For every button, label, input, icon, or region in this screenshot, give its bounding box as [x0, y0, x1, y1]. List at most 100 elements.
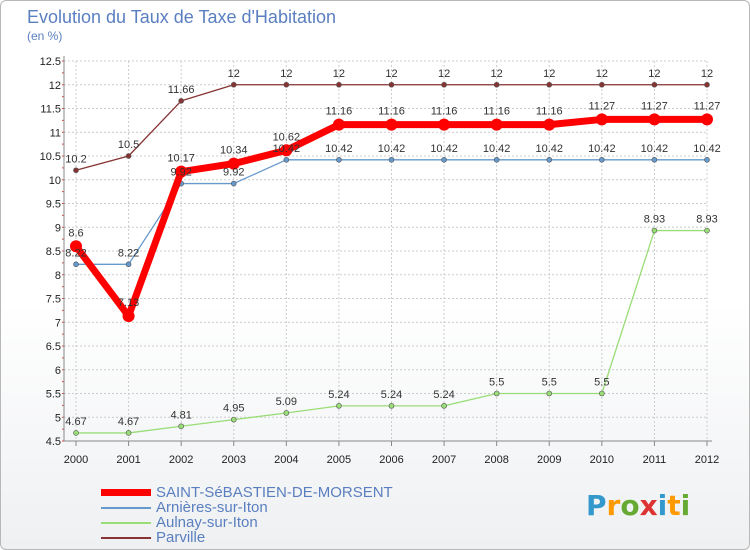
legend-swatch-parville	[101, 537, 151, 539]
data-label: 5.09	[276, 396, 297, 408]
data-point	[385, 118, 398, 131]
data-labels: 10.2 10.5 11.66 12 12 12 12 12 12 12 12 12 12 8.22 8.2…	[65, 68, 720, 428]
data-label: 8.93	[644, 214, 665, 226]
data-point	[332, 118, 345, 131]
data-label: 10.34	[220, 145, 248, 157]
legend-label: Aulnay-sur-Iton	[156, 514, 258, 531]
series-3	[70, 113, 713, 323]
data-point	[283, 81, 290, 88]
data-point	[283, 410, 290, 416]
data-label: 4.67	[118, 416, 139, 428]
legend-swatch-aulnay	[101, 522, 151, 524]
data-label: 11.27	[588, 100, 615, 112]
logo-letter: t	[667, 489, 681, 522]
data-label: 10.2	[65, 153, 86, 165]
logo-letter: i	[657, 489, 668, 522]
data-point	[651, 227, 658, 234]
y-tick-label: 12.5	[40, 56, 61, 68]
data-point	[648, 113, 661, 126]
data-label: 12	[385, 68, 397, 80]
data-label: 11.16	[326, 106, 353, 118]
data-label: 9.92	[170, 167, 191, 179]
logo-letter: o	[620, 489, 640, 522]
data-label: 7.13	[118, 297, 139, 309]
data-point	[227, 157, 240, 170]
data-label: 11.27	[641, 100, 668, 112]
data-point	[122, 310, 135, 323]
data-label: 12	[333, 68, 345, 80]
y-tick-label: 7	[55, 317, 61, 329]
data-label: 12	[491, 68, 503, 80]
data-label: 10.42	[378, 143, 406, 155]
data-point	[704, 227, 710, 234]
data-point	[599, 390, 605, 397]
logo-letter: r	[606, 489, 621, 522]
data-point	[73, 261, 79, 268]
data-label: 5.5	[594, 377, 609, 389]
x-tick-label: 2007	[432, 454, 456, 466]
y-tick-label: 5	[55, 412, 61, 424]
data-label: 5.5	[542, 377, 557, 389]
data-label: 8.22	[65, 247, 86, 259]
data-point	[441, 403, 447, 409]
data-label: 11.16	[483, 106, 510, 118]
data-point	[651, 157, 658, 163]
data-point	[490, 118, 503, 131]
data-point	[438, 118, 451, 131]
data-point	[441, 81, 447, 88]
x-tick-label: 2001	[116, 454, 140, 466]
data-label: 10.5	[118, 139, 139, 151]
data-label: 12	[228, 68, 240, 80]
data-point	[701, 113, 713, 126]
x-tick-label: 2005	[327, 454, 351, 466]
data-label: 5.24	[328, 389, 349, 401]
data-point	[125, 430, 132, 436]
y-tick-label: 10.5	[40, 151, 61, 163]
line-chart: 4.5 5 5.5 6 6.5 7 7.5 8 8.5 9 9.5 10 10.5 11 11.5 12 12.…	[40, 56, 721, 466]
legend-label: Arnières-sur-Iton	[156, 499, 268, 516]
y-tick-label: 6	[55, 365, 61, 377]
data-point	[178, 98, 184, 104]
data-label: 11.16	[431, 106, 458, 118]
data-point	[70, 240, 82, 253]
axes: 4.5 5 5.5 6 6.5 7 7.5 8 8.5 9 9.5 10 10.5 11 11.5 12 12.…	[40, 56, 719, 466]
x-tick-label: 2002	[169, 454, 193, 466]
grid	[64, 60, 708, 442]
series-0	[73, 81, 710, 174]
data-label: 4.95	[223, 403, 244, 415]
logo-letter: P	[586, 489, 607, 522]
data-point	[73, 430, 79, 436]
y-tick-label: 8	[55, 270, 61, 282]
proxiti-logo: Proxiti	[586, 489, 690, 522]
data-point	[546, 390, 553, 397]
y-tick-label: 9	[55, 222, 61, 234]
series-2	[73, 227, 710, 436]
data-label: 10.42	[588, 143, 616, 155]
data-point	[230, 81, 237, 88]
data-point	[336, 157, 342, 163]
data-label: 8.6	[68, 227, 83, 239]
data-label: 10.42	[273, 143, 301, 155]
data-label: 11.16	[378, 106, 405, 118]
data-label: 8.22	[118, 247, 139, 259]
data-point	[336, 81, 342, 88]
y-tick-label: 10	[49, 175, 61, 187]
data-label: 10.62	[273, 131, 301, 143]
x-tick-label: 2011	[643, 454, 667, 466]
data-point	[599, 157, 605, 163]
y-tick-label: 8.5	[46, 246, 61, 258]
legend-label: Parville	[156, 529, 206, 546]
data-point	[493, 157, 500, 163]
data-label: 11.16	[536, 106, 563, 118]
data-point	[175, 165, 188, 178]
y-tick-label: 5.5	[46, 389, 61, 401]
data-point	[230, 180, 237, 187]
data-point	[704, 81, 710, 88]
x-tick-label: 2008	[484, 454, 508, 466]
data-label: 5.24	[381, 389, 402, 401]
data-label: 10.42	[430, 143, 458, 155]
data-point	[546, 157, 553, 163]
data-label: 5.5	[489, 377, 504, 389]
data-label: 10.17	[167, 153, 195, 165]
